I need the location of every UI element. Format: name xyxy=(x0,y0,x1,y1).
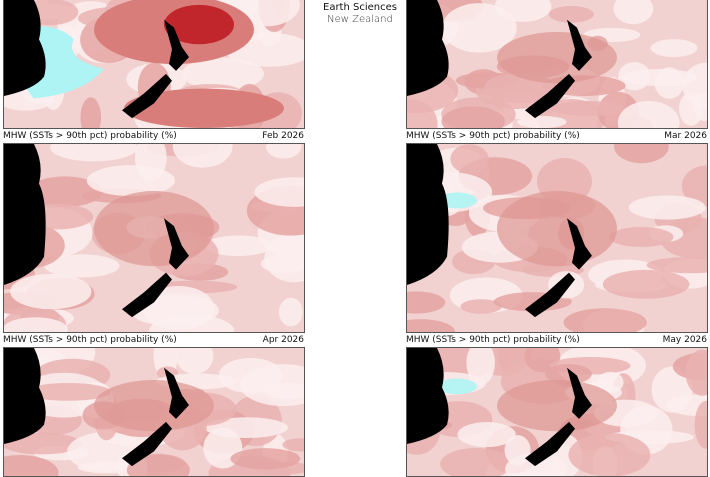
month-feb: Feb 2026 xyxy=(262,131,304,141)
probability-contour xyxy=(609,227,674,247)
probability-contour xyxy=(544,364,592,385)
probability-contour xyxy=(497,32,617,84)
probability-contour xyxy=(254,177,304,207)
probability-contour xyxy=(175,348,214,375)
map-panel-top-left xyxy=(3,0,305,129)
month-mar: Mar 2026 xyxy=(664,131,707,141)
nz-south-island xyxy=(525,421,575,467)
probability-contour xyxy=(239,364,304,407)
australia-landmass xyxy=(407,0,449,96)
negative-region xyxy=(437,378,477,395)
probability-contour xyxy=(497,380,617,432)
probability-contour xyxy=(44,254,120,278)
probability-contour xyxy=(407,319,455,332)
probability-contour xyxy=(124,88,284,128)
probability-contour xyxy=(204,235,272,257)
month-apr: Apr 2026 xyxy=(262,335,304,345)
probability-contour xyxy=(613,0,654,25)
probability-contour xyxy=(172,144,233,168)
probability-contour xyxy=(685,349,707,396)
nz-north-island xyxy=(567,19,592,71)
caption-mar: MHW (SSTs > 90th pct) probability (%) xyxy=(406,131,580,141)
probability-contour xyxy=(4,317,68,332)
map-panel-apr xyxy=(3,347,305,477)
probability-contour xyxy=(126,454,190,476)
probability-contour xyxy=(94,380,214,432)
nz-north-island xyxy=(567,218,592,270)
probability-contour xyxy=(517,115,567,128)
probability-contour xyxy=(457,422,516,448)
map-panel-feb xyxy=(3,143,305,333)
probability-contour xyxy=(617,100,680,128)
probability-contour xyxy=(618,62,651,91)
probability-contour xyxy=(596,371,624,394)
probability-contour xyxy=(67,432,145,472)
nz-north-island xyxy=(164,19,189,71)
probability-contour xyxy=(282,438,304,452)
probability-contour xyxy=(10,273,92,310)
probability-contour xyxy=(460,299,502,314)
logo: Earth Sciences New Zealand xyxy=(300,2,420,26)
caption-feb: MHW (SSTs > 90th pct) probability (%) xyxy=(3,131,177,141)
caption-apr: MHW (SSTs > 90th pct) probability (%) xyxy=(3,335,177,345)
probability-contour xyxy=(650,39,698,58)
nz-north-island xyxy=(164,218,189,270)
probability-contour xyxy=(602,269,690,299)
probability-contour xyxy=(681,165,707,207)
probability-contour xyxy=(266,144,302,159)
probability-contour xyxy=(77,461,136,474)
probability-contour xyxy=(260,254,304,274)
probability-contour xyxy=(614,144,669,164)
australia-landmass xyxy=(407,144,449,285)
probability-contour xyxy=(441,3,517,53)
map-panel-may xyxy=(406,347,708,477)
australia-landmass xyxy=(4,144,46,285)
probability-contour xyxy=(80,97,102,128)
probability-contour xyxy=(50,144,138,162)
probability-contour xyxy=(568,433,651,476)
probability-contour xyxy=(666,394,707,417)
probability-contour xyxy=(551,101,626,117)
probability-contour xyxy=(694,400,707,449)
probability-contour xyxy=(27,176,103,208)
probability-contour xyxy=(134,144,167,182)
australia-landmass xyxy=(407,348,449,444)
probability-contour xyxy=(563,308,647,332)
probability-contour xyxy=(230,448,301,470)
probability-contour xyxy=(278,297,303,327)
probability-contour xyxy=(441,106,505,128)
probability-contour xyxy=(628,195,706,220)
map-panel-mar xyxy=(406,143,708,333)
probability-contour xyxy=(678,91,704,126)
nz-south-island xyxy=(525,272,575,318)
probability-contour xyxy=(450,144,489,174)
logo-line1: Earth Sciences xyxy=(323,2,397,13)
logo-line2: New Zealand xyxy=(327,14,393,25)
probability-contour xyxy=(654,67,685,99)
caption-may: MHW (SSTs > 90th pct) probability (%) xyxy=(406,335,580,345)
nz-south-island xyxy=(525,73,575,119)
probability-contour xyxy=(181,57,264,91)
australia-landmass xyxy=(4,0,46,96)
probability-contour xyxy=(4,455,59,476)
probability-contour xyxy=(407,291,446,314)
month-may: May 2026 xyxy=(662,335,707,345)
map-panel-top-right xyxy=(406,0,708,129)
nz-south-island xyxy=(122,421,172,467)
probability-contour xyxy=(548,5,594,23)
probability-contour xyxy=(25,382,111,401)
probability-contour xyxy=(164,4,234,45)
probability-contour xyxy=(94,191,214,267)
nz-north-island xyxy=(164,367,189,419)
probability-contour xyxy=(497,191,617,267)
nz-south-island xyxy=(122,73,172,119)
probability-contour xyxy=(407,99,438,128)
probability-contour xyxy=(466,348,495,386)
nz-north-island xyxy=(567,367,592,419)
australia-landmass xyxy=(4,348,46,444)
probability-contour xyxy=(646,257,707,274)
probability-contour xyxy=(440,448,512,476)
nz-south-island xyxy=(122,272,172,318)
